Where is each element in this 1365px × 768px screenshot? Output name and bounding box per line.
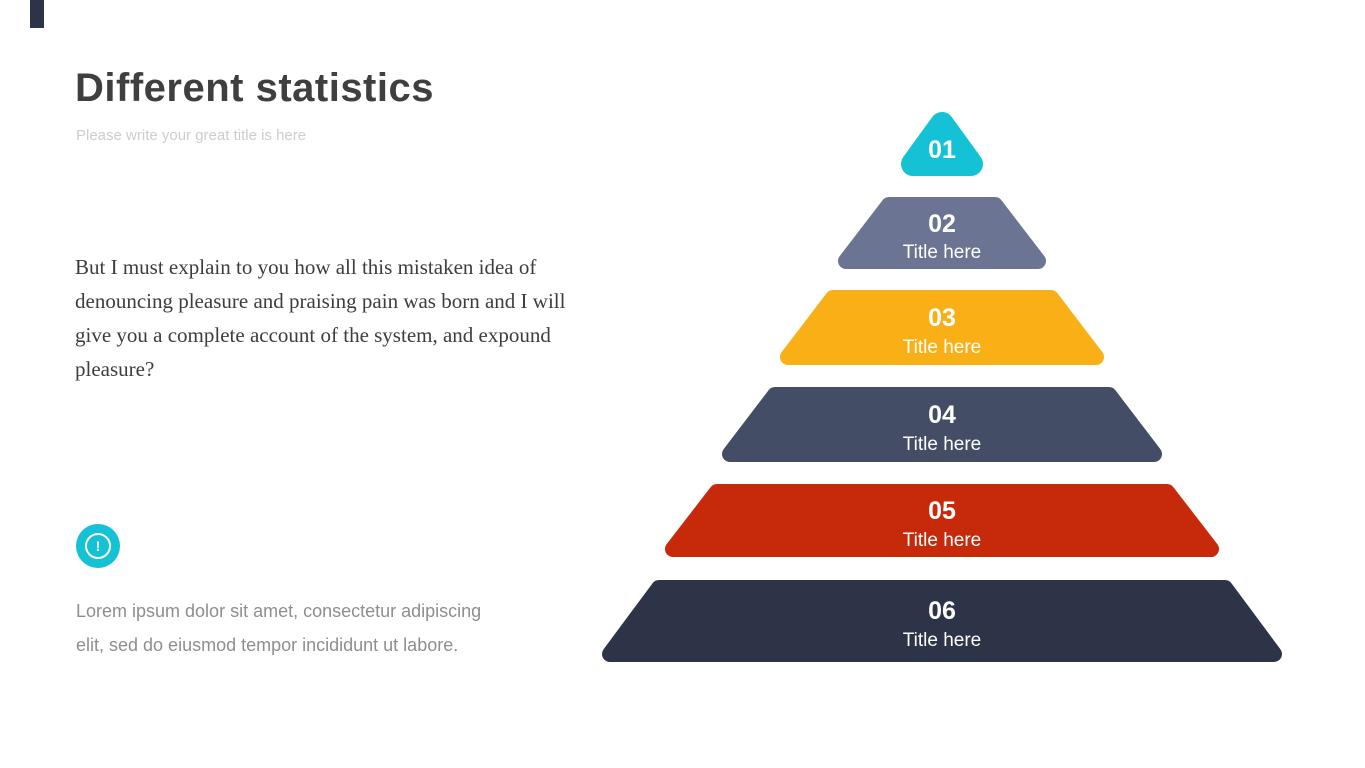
pyramid-level-number: 06 [928, 597, 956, 625]
pyramid-level-number: 03 [928, 304, 956, 332]
pyramid-diagram: 01 02 Title here 03 Title here 04 Title … [602, 112, 1282, 662]
pyramid-level-number: 05 [928, 497, 956, 525]
slide-subtitle: Please write your great title is here [76, 127, 307, 144]
pyramid-level-3-shape [780, 290, 1104, 365]
pyramid-level-6: 06 Title here [602, 580, 1282, 662]
pyramid-level-4: 04 Title here [722, 387, 1162, 462]
exclamation-circle-icon: ! [76, 524, 120, 568]
pyramid-level-title: Title here [903, 242, 982, 263]
pyramid-level-3: 03 Title here [780, 290, 1104, 365]
pyramid-level-number: 02 [928, 210, 956, 238]
exclamation-glyph: ! [85, 533, 111, 559]
pyramid-level-title: Title here [903, 630, 982, 651]
note-paragraph: Lorem ipsum dolor sit amet, consectetur … [76, 601, 482, 655]
pyramid-level-1: 01 [901, 112, 983, 176]
pyramid-level-5: 05 Title here [665, 484, 1219, 557]
pyramid-level-number: 04 [928, 401, 956, 429]
pyramid-level-2-shape [838, 197, 1046, 269]
corner-mark [30, 0, 44, 28]
pyramid-level-number: 01 [928, 136, 956, 164]
pyramid-level-title: Title here [903, 337, 982, 358]
pyramid-level-5-shape [665, 484, 1219, 557]
pyramid-level-1-shape [901, 112, 983, 176]
pyramid-level-title: Title here [903, 530, 982, 551]
pyramid-level-title: Title here [903, 434, 982, 455]
pyramid-level-4-shape [722, 387, 1162, 462]
pyramid-level-6-shape [602, 580, 1282, 662]
body-paragraph: But I must explain to you how all this m… [75, 255, 566, 381]
pyramid-level-2: 02 Title here [838, 197, 1046, 269]
page-title: Different statistics [75, 66, 434, 110]
